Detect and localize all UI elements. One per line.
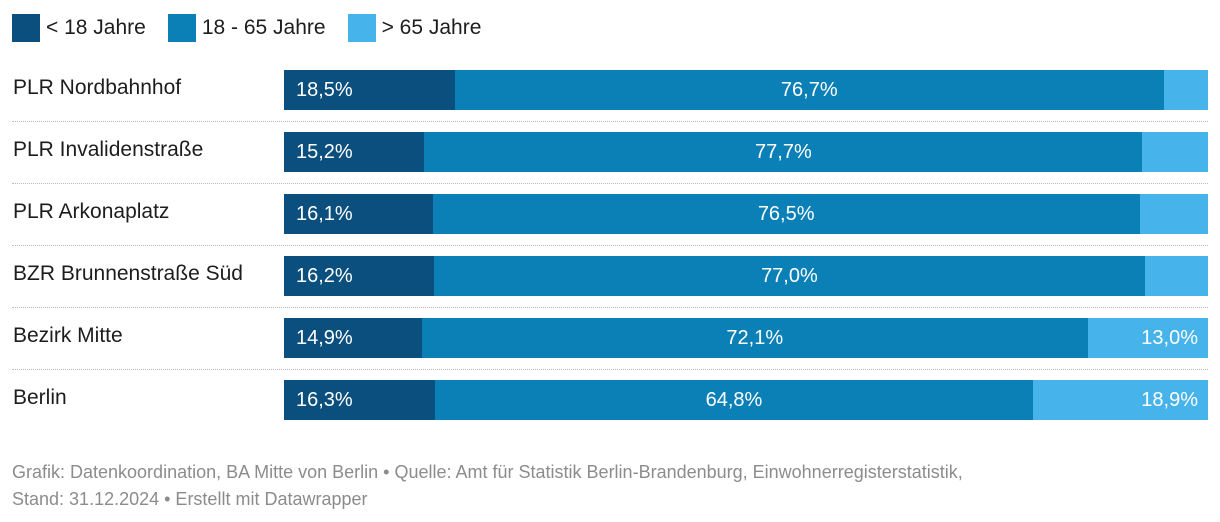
- chart-legend: < 18 Jahre 18 - 65 Jahre > 65 Jahre: [12, 13, 503, 43]
- bar-segment-over-65: [1139, 194, 1208, 234]
- category-label: PLR Arkonaplatz: [13, 200, 170, 223]
- stacked-bar: 16,3% 64,8% 18,9%: [284, 380, 1208, 420]
- footer-line-2: Stand: 31.12.2024 • Erstellt mit Datawra…: [12, 489, 368, 509]
- category-label: Berlin: [13, 386, 67, 409]
- row-separator: [12, 183, 1208, 184]
- stacked-bar: 14,9% 72,1% 13,0%: [284, 318, 1208, 358]
- bar-row: PLR Nordbahnhof 18,5% 76,7%: [0, 70, 1220, 132]
- bar-segment-over-65: [1145, 256, 1208, 296]
- data-label: 18,9%: [1141, 389, 1198, 411]
- footer-line-1: Grafik: Datenkoordination, BA Mitte von …: [12, 462, 963, 482]
- data-label: 72,1%: [726, 327, 784, 349]
- bar-segment-under-18: 18,5%: [284, 70, 455, 110]
- legend-item-under-18: < 18 Jahre: [12, 14, 146, 42]
- legend-label-under-18: < 18 Jahre: [46, 16, 146, 39]
- data-label: 13,0%: [1141, 327, 1198, 349]
- bar-row: PLR Invalidenstraße 15,2% 77,7%: [0, 132, 1220, 194]
- bar-segment-over-65: [1163, 70, 1208, 110]
- category-label: BZR Brunnenstraße Süd: [13, 262, 243, 285]
- bar-segment-under-18: 16,1%: [284, 194, 433, 234]
- data-label: 77,0%: [761, 265, 818, 287]
- bar-segment-over-65: 13,0%: [1087, 318, 1208, 358]
- bar-row: Berlin 16,3% 64,8% 18,9%: [0, 380, 1220, 442]
- bar-row: BZR Brunnenstraße Süd 16,2% 77,0%: [0, 256, 1220, 318]
- legend-item-18-65: 18 - 65 Jahre: [167, 14, 326, 42]
- data-label: 18,5%: [296, 79, 353, 101]
- data-label: 16,3%: [296, 389, 353, 411]
- bar-segment-over-65: [1142, 132, 1208, 172]
- category-label: PLR Invalidenstraße: [13, 138, 204, 161]
- bar-segment-18-65: 76,7%: [454, 70, 1164, 110]
- data-label: 76,7%: [780, 79, 838, 101]
- data-label: 15,2%: [296, 141, 353, 163]
- data-label: 16,1%: [296, 203, 353, 225]
- data-label: 14,9%: [296, 327, 353, 349]
- legend-label-18-65: 18 - 65 Jahre: [201, 16, 326, 39]
- bar-segment-18-65: 77,0%: [433, 256, 1146, 296]
- bar-segment-18-65: 76,5%: [432, 194, 1140, 234]
- bar-segment-under-18: 15,2%: [284, 132, 425, 172]
- stacked-bar: 16,1% 76,5%: [284, 194, 1208, 234]
- legend-label-over-65: > 65 Jahre: [381, 16, 482, 39]
- bar-segment-under-18: 16,2%: [284, 256, 434, 296]
- legend-swatch-under-18: [12, 14, 40, 42]
- bar-segment-over-65: 18,9%: [1033, 380, 1208, 420]
- data-label: 77,7%: [755, 141, 812, 163]
- row-separator: [12, 369, 1208, 370]
- bar-segment-under-18: 14,9%: [284, 318, 422, 358]
- chart-footer: Grafik: Datenkoordination, BA Mitte von …: [12, 459, 1208, 513]
- data-label: 16,2%: [296, 265, 353, 287]
- legend-swatch-18-65: [167, 14, 196, 42]
- data-label: 64,8%: [705, 389, 763, 411]
- row-separator: [12, 307, 1208, 308]
- legend-swatch-over-65: [347, 14, 376, 42]
- bar-row: PLR Arkonaplatz 16,1% 76,5%: [0, 194, 1220, 256]
- legend-item-over-65: > 65 Jahre: [347, 14, 482, 42]
- stacked-bar: 15,2% 77,7%: [284, 132, 1208, 172]
- bar-segment-18-65: 64,8%: [434, 380, 1034, 420]
- category-label: Bezirk Mitte: [13, 324, 123, 347]
- bar-segment-18-65: 77,7%: [424, 132, 1143, 172]
- row-separator: [12, 121, 1208, 122]
- bar-row: Bezirk Mitte 14,9% 72,1% 13,0%: [0, 318, 1220, 380]
- stacked-bar: 18,5% 76,7%: [284, 70, 1208, 110]
- data-label: 76,5%: [757, 203, 815, 225]
- category-label: PLR Nordbahnhof: [13, 76, 182, 99]
- bar-segment-under-18: 16,3%: [284, 380, 435, 420]
- stacked-bar: 16,2% 77,0%: [284, 256, 1208, 296]
- bar-segment-18-65: 72,1%: [421, 318, 1088, 358]
- row-separator: [12, 245, 1208, 246]
